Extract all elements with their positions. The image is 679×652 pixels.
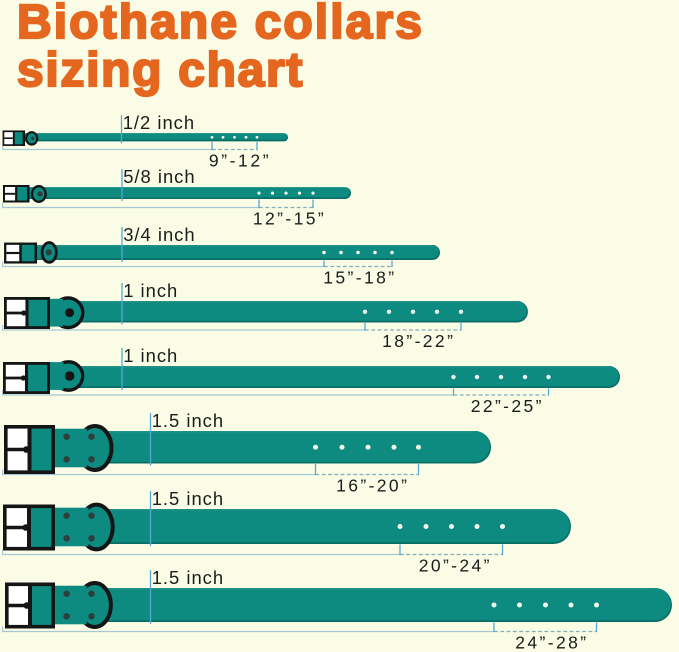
svg-text:1 inch: 1 inch — [123, 345, 178, 366]
svg-text:sizing chart: sizing chart — [17, 44, 304, 97]
svg-text:1 inch: 1 inch — [123, 280, 178, 301]
svg-text:5/8 inch: 5/8 inch — [123, 166, 195, 187]
svg-text:1/2 inch: 1/2 inch — [123, 112, 195, 133]
svg-text:15”-18”: 15”-18” — [323, 268, 396, 288]
svg-text:12”-15”: 12”-15” — [253, 209, 326, 229]
svg-text:1.5 inch: 1.5 inch — [152, 567, 224, 588]
svg-text:24”-28”: 24”-28” — [515, 633, 588, 652]
svg-text:9”-12”: 9”-12” — [209, 151, 271, 171]
svg-text:Biothane collars: Biothane collars — [17, 0, 424, 49]
svg-text:16”-20”: 16”-20” — [336, 476, 409, 496]
svg-text:18”-22”: 18”-22” — [382, 331, 455, 351]
svg-text:1.5 inch: 1.5 inch — [152, 410, 224, 431]
svg-text:3/4 inch: 3/4 inch — [123, 224, 195, 245]
svg-text:22”-25”: 22”-25” — [471, 396, 544, 416]
svg-text:1.5 inch: 1.5 inch — [152, 488, 224, 509]
svg-text:20”-24”: 20”-24” — [419, 556, 492, 576]
